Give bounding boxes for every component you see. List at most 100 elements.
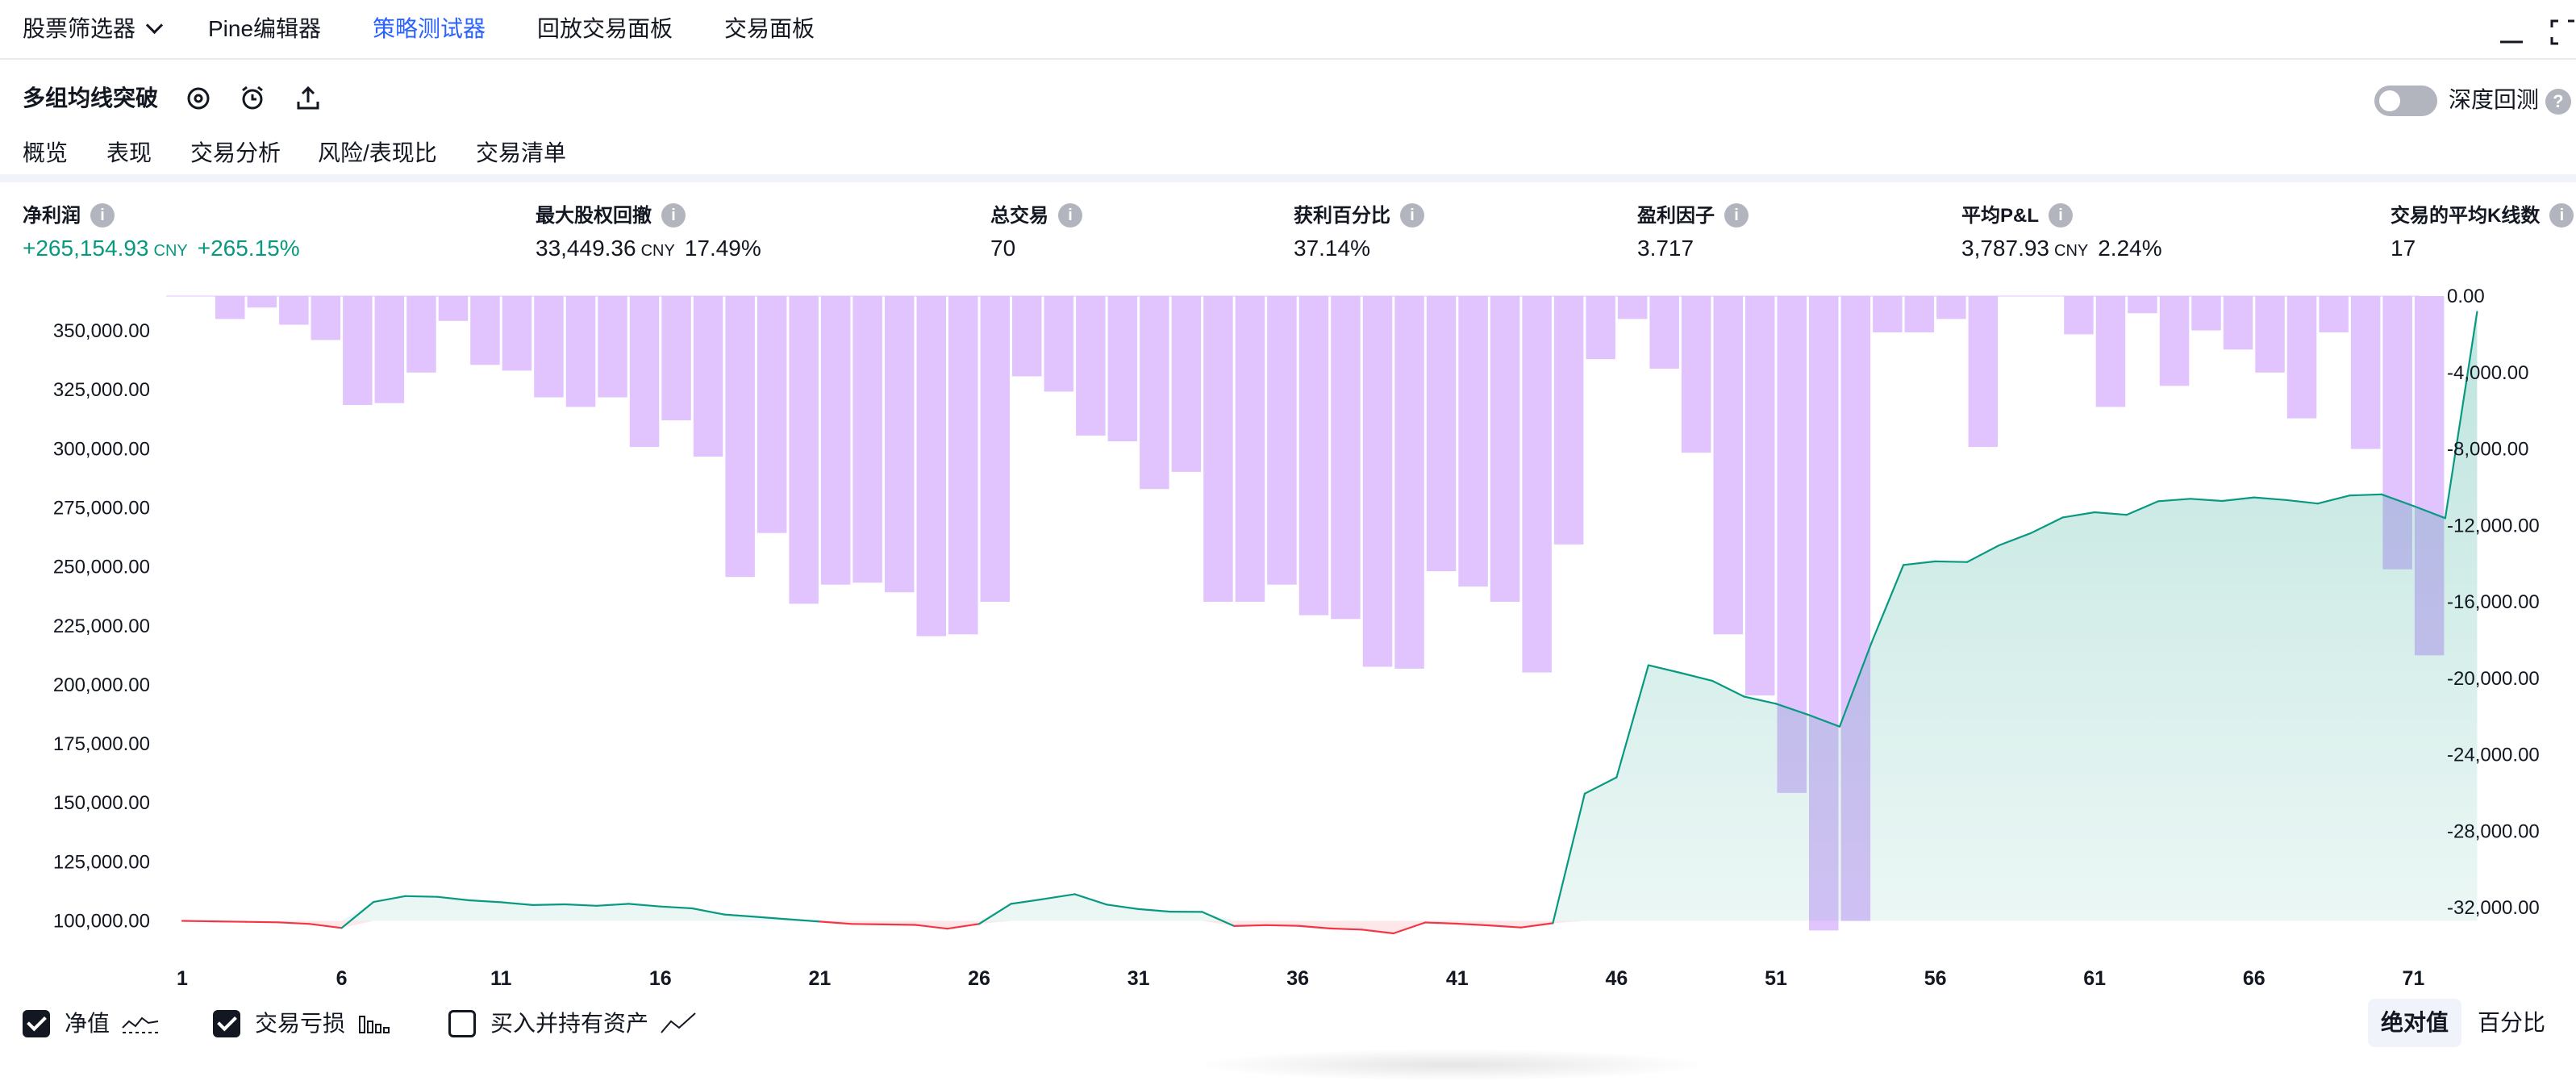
stat-currency: CNY <box>641 242 675 260</box>
drawdown-bar <box>248 296 277 307</box>
minimize-icon[interactable] <box>2497 18 2526 47</box>
drawdown-bar <box>1554 296 1584 545</box>
left-axis: 350,000.00325,000.00300,000.00275,000.00… <box>53 320 150 933</box>
info-icon[interactable]: i <box>1400 203 1424 227</box>
nav-replay-panel[interactable]: 回放交易面板 <box>537 13 673 45</box>
equity-drawdown-chart[interactable]: 350,000.00325,000.00300,000.00275,000.00… <box>0 279 2576 1002</box>
info-icon[interactable]: i <box>1058 203 1082 227</box>
right-axis-tick: 0.00 <box>2447 286 2485 307</box>
stat-currency: CNY <box>154 242 188 260</box>
trend-line-icon <box>660 1012 698 1036</box>
drawdown-bar <box>1427 296 1457 571</box>
drawdown-bar <box>598 296 627 398</box>
settings-icon[interactable] <box>184 84 213 113</box>
x-axis-tick: 56 <box>1924 967 1947 990</box>
drawdown-bar <box>470 296 500 365</box>
stat-value: 37.14% <box>1294 236 1370 261</box>
nav-trading-panel[interactable]: 交易面板 <box>724 13 815 45</box>
drawdown-checkbox[interactable] <box>213 1010 240 1037</box>
drawdown-bar <box>917 296 947 636</box>
tab-performance[interactable]: 表现 <box>106 137 152 169</box>
right-axis-tick: -16,000.00 <box>2447 591 2540 613</box>
drawdown-bar <box>852 296 882 582</box>
left-axis-tick: 125,000.00 <box>53 851 150 873</box>
stat-value: +265,154.93 <box>23 236 149 261</box>
export-icon[interactable] <box>294 84 323 113</box>
info-icon[interactable]: i <box>661 203 686 227</box>
right-axis-tick: -24,000.00 <box>2447 745 2540 766</box>
left-axis-tick: 225,000.00 <box>53 616 150 637</box>
legend-equity-label: 净值 <box>65 1004 110 1044</box>
right-axis-tick: -32,000.00 <box>2447 897 2540 919</box>
right-axis-tick: -4,000.00 <box>2447 362 2528 384</box>
drawdown-bar <box>1236 296 1265 602</box>
drawdown-bar <box>757 296 787 533</box>
drawdown-bar <box>2191 296 2221 331</box>
drawdown-bar <box>1936 296 1966 319</box>
x-axis-tick: 26 <box>968 967 990 990</box>
right-axis-tick: -28,000.00 <box>2447 820 2540 842</box>
drawdown-bar <box>566 296 596 407</box>
drawdown-bar <box>375 296 405 403</box>
toggle-knob <box>2379 90 2400 111</box>
deep-backtest-text: 深度回测 <box>2449 87 2539 112</box>
tab-overview[interactable]: 概览 <box>23 137 68 169</box>
absolute-value-toggle[interactable]: 绝对值 <box>2368 999 2461 1047</box>
info-icon[interactable]: i <box>1724 203 1749 227</box>
nav-stock-screener[interactable]: 股票筛选器 <box>23 13 160 45</box>
help-icon[interactable]: ? <box>2545 89 2571 115</box>
drawdown-bar <box>1267 296 1297 585</box>
left-axis-tick: 300,000.00 <box>53 438 150 460</box>
percent-toggle[interactable]: 百分比 <box>2465 999 2558 1047</box>
equity-checkbox[interactable] <box>23 1010 50 1037</box>
info-icon[interactable]: i <box>2049 203 2073 227</box>
stat-label: 平均P&L <box>1961 205 2039 227</box>
info-icon[interactable]: i <box>2549 203 2574 227</box>
x-axis-tick: 6 <box>336 967 348 990</box>
equity-line-segment <box>1266 925 1298 926</box>
drawdown-bar <box>2351 296 2381 449</box>
left-axis-tick: 350,000.00 <box>53 320 150 342</box>
drawdown-bar <box>215 296 245 319</box>
buy-hold-checkbox[interactable] <box>448 1010 476 1037</box>
x-axis-tick: 21 <box>808 967 831 990</box>
drawdown-bar <box>1363 296 1393 667</box>
deep-backtest-toggle[interactable] <box>2374 86 2437 116</box>
deep-backtest-label: 深度回测 ? <box>2449 84 2571 116</box>
drawdown-bar <box>1586 296 1615 359</box>
drawdown-bar <box>1745 296 1775 695</box>
nav-pine-editor[interactable]: Pine编辑器 <box>208 13 321 45</box>
drawdown-bar <box>439 296 469 321</box>
tab-risk-ratio[interactable]: 风险/表现比 <box>318 137 437 169</box>
right-axis: 0.00-4,000.00-8,000.00-12,000.00-16,000.… <box>2447 286 2540 919</box>
drawdown-bar <box>1108 296 1138 441</box>
drawdown-bar <box>279 296 309 325</box>
drawdown-bar <box>2287 296 2317 419</box>
equity-line-segment <box>406 896 438 897</box>
drawdown-bar <box>1044 296 1074 391</box>
drawdown-bar <box>1490 296 1520 602</box>
chevron-down-icon[interactable] <box>146 17 163 34</box>
maximize-icon[interactable] <box>2549 18 2576 47</box>
stat-value: 3,787.93 <box>1961 236 2049 261</box>
right-axis-tick: -12,000.00 <box>2447 515 2540 536</box>
top-nav: 股票筛选器 Pine编辑器 策略测试器 回放交易面板 交易面板 <box>0 0 2576 60</box>
stat-label: 净利润 <box>23 205 81 227</box>
chart-legend: 净值 交易亏损 买入并持有资产 <box>0 1004 807 1044</box>
alert-clock-icon[interactable] <box>239 84 268 113</box>
nav-strategy-tester[interactable]: 策略测试器 <box>373 13 486 45</box>
drawdown-bar <box>1140 296 1169 489</box>
drawdown-bar <box>1458 296 1488 586</box>
drawdown-bar <box>1012 296 1042 377</box>
tab-trade-list[interactable]: 交易清单 <box>476 137 566 169</box>
info-icon[interactable]: i <box>90 203 115 227</box>
left-axis-tick: 150,000.00 <box>53 792 150 814</box>
x-axis-tick: 71 <box>2402 967 2424 990</box>
tab-trade-analysis[interactable]: 交易分析 <box>190 137 281 169</box>
stat-value: 3.717 <box>1637 236 1694 261</box>
